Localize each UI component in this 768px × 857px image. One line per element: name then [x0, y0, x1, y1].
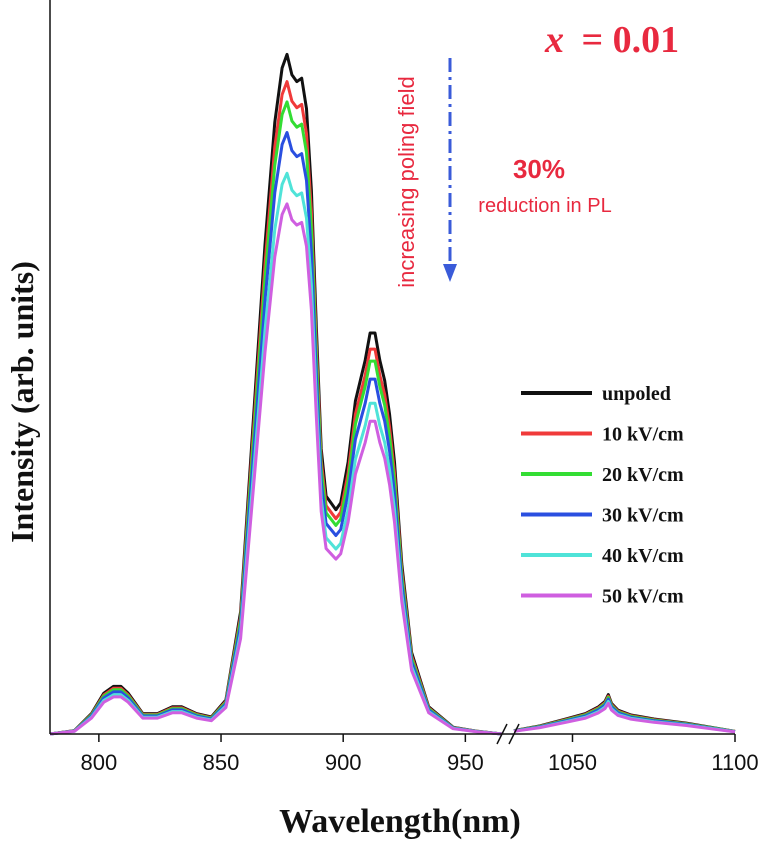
legend-label-3: 30 kV/cm — [602, 505, 684, 527]
legend-label-5: 50 kV/cm — [602, 586, 684, 608]
poling-field-label: increasing poling field — [394, 76, 419, 288]
x-tick-label: 800 — [81, 750, 118, 775]
composition-symbol: x — [544, 19, 564, 61]
y-axis-title: Intensity (arb. units) — [4, 261, 40, 543]
x-tick-label: 1050 — [548, 750, 597, 775]
composition-value: = 0.01 — [582, 19, 680, 61]
x-tick-label: 950 — [447, 750, 484, 775]
reduction-percent: 30% — [513, 154, 565, 184]
reduction-label: reduction in PL — [478, 195, 611, 217]
x-axis-title: Wavelength(nm) — [279, 803, 521, 840]
x-tick-label: 850 — [203, 750, 240, 775]
decreasing-arrow — [443, 58, 457, 282]
legend: unpoled 10 kV/cm 20 kV/cm 30 kV/cm 40 kV/cm 5… — [521, 383, 684, 608]
series-line-2 — [49, 100, 736, 736]
axis-break-marks — [496, 723, 520, 745]
x-ticks: 800 850 900 950 1050 1100 — [81, 734, 759, 775]
x-tick-label: 900 — [325, 750, 362, 775]
series-line-1 — [49, 80, 736, 736]
x-tick-label: 1100 — [711, 750, 758, 775]
series-line-5 — [49, 202, 736, 736]
legend-label-4: 40 kV/cm — [602, 545, 684, 567]
legend-label-2: 20 kV/cm — [602, 464, 684, 486]
composition-annotation: x = 0.01 — [544, 19, 679, 61]
series-layer — [49, 52, 736, 736]
legend-label-1: 10 kV/cm — [602, 424, 684, 446]
legend-label-0: unpoled — [602, 383, 671, 405]
